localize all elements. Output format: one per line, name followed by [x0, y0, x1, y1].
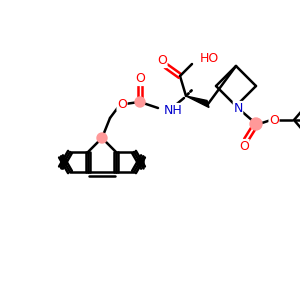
Text: O: O — [157, 55, 167, 68]
Text: O: O — [117, 98, 127, 110]
Text: NH: NH — [164, 103, 183, 116]
Text: HO: HO — [200, 52, 219, 65]
Text: O: O — [239, 140, 249, 152]
Text: O: O — [269, 113, 279, 127]
Text: O: O — [135, 73, 145, 85]
Circle shape — [97, 133, 107, 143]
Text: N: N — [233, 101, 243, 115]
Circle shape — [250, 118, 262, 130]
Circle shape — [135, 97, 145, 107]
Polygon shape — [186, 96, 209, 107]
